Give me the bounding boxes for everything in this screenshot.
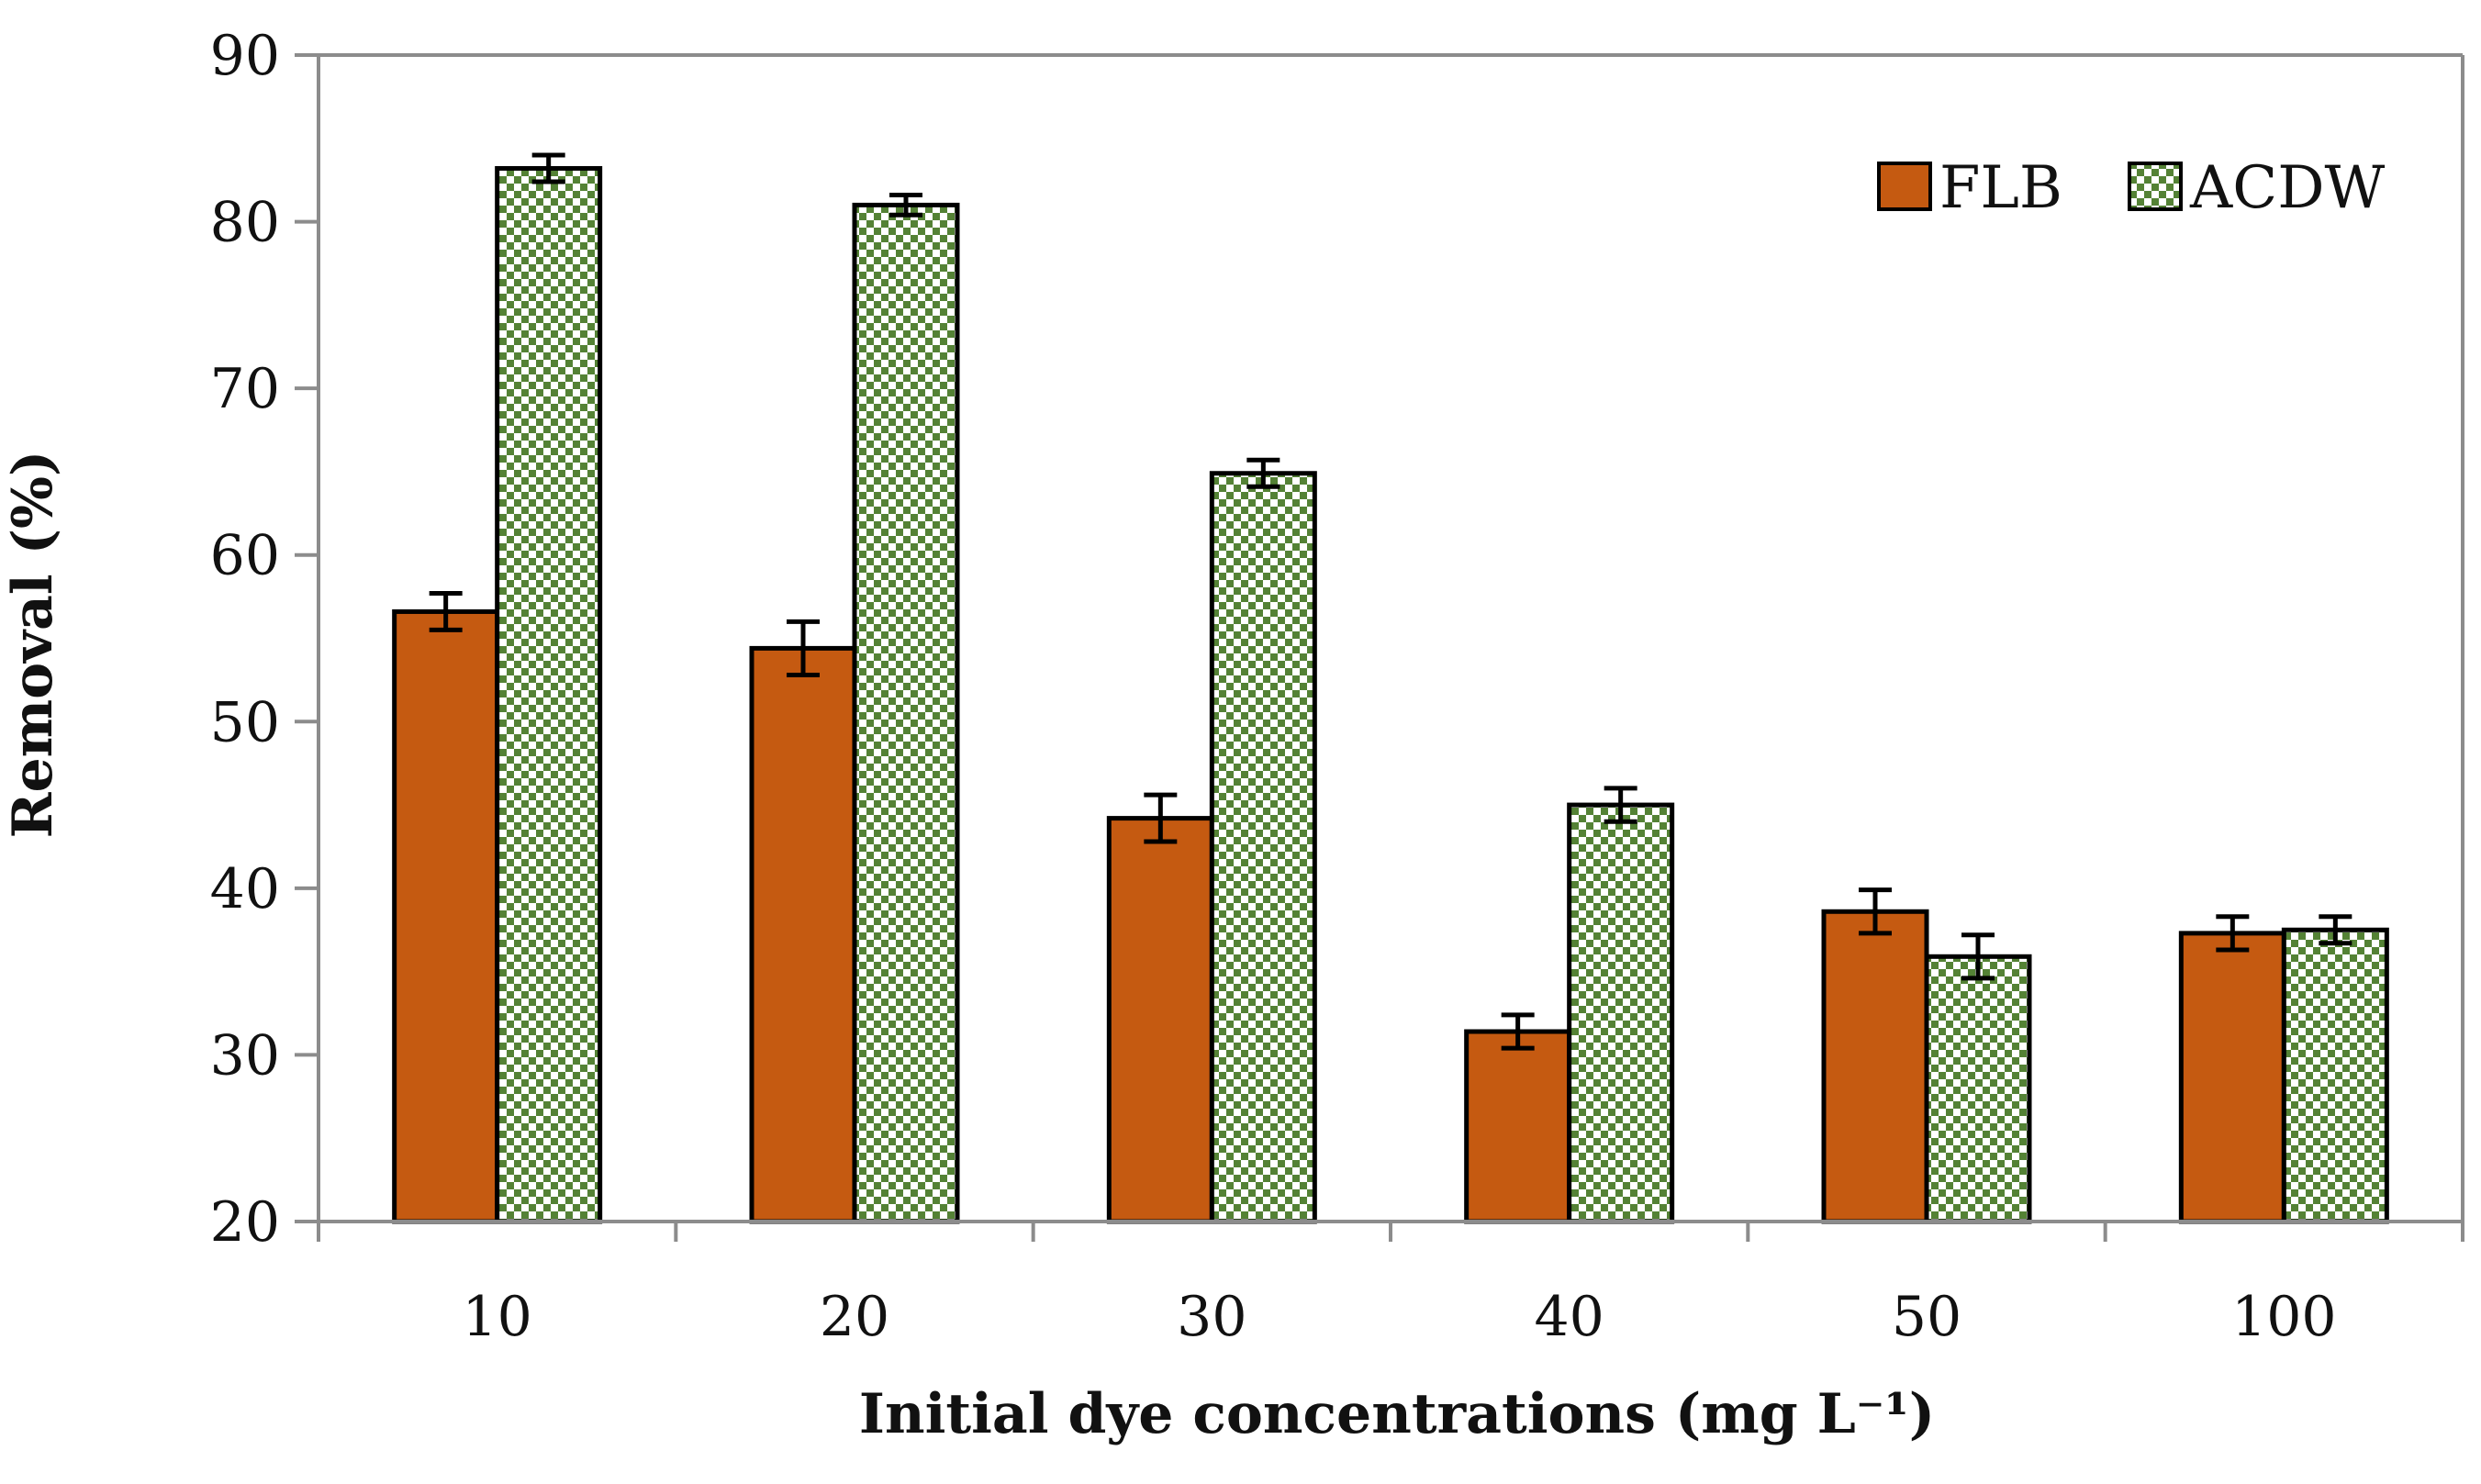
y-axis-title: Removal (%) [1,451,65,839]
error-bar-flb-50 [1859,887,1892,936]
bar-acdw-50 [1924,954,2032,1224]
bar-flb-50 [1821,909,1929,1224]
bar-flb-30 [1106,816,1214,1224]
legend-swatch-flb [1877,162,1932,211]
legend: FLB ACDW [1877,154,2386,222]
y-tick-label: 70 [210,357,280,421]
x-tick-label: 100 [2231,1285,2337,1349]
x-tick-label: 20 [820,1285,889,1349]
y-tick-label: 90 [210,24,280,88]
bar-acdw-30 [1209,471,1317,1224]
legend-label-acdw: ACDW [2189,154,2386,222]
bar-flb-100 [2178,931,2286,1224]
error-bar-flb-20 [787,619,820,677]
legend-label-flb: FLB [1939,154,2062,222]
x-tick-label: 50 [1892,1285,1961,1349]
error-bar-flb-40 [1501,1012,1535,1051]
y-tick-label: 80 [210,191,280,255]
y-tick-label: 20 [210,1190,280,1255]
error-bar-acdw-40 [1604,786,1637,824]
x-axis-title: Initial dye concentrations (mg L⁻¹) [859,1382,1935,1446]
bar-flb-20 [749,645,857,1224]
bar-flb-40 [1464,1029,1572,1224]
y-tick-label: 40 [210,857,280,921]
x-tick-label: 10 [462,1285,531,1349]
bar-acdw-40 [1567,802,1675,1224]
legend-swatch-acdw [2128,162,2183,211]
bar-acdw-20 [852,202,960,1224]
y-tick-label: 30 [210,1023,280,1088]
bar-acdw-100 [2281,927,2389,1224]
error-bar-flb-100 [2216,914,2250,953]
x-tick-label: 40 [1534,1285,1604,1349]
y-tick-label: 60 [210,524,280,588]
error-bar-flb-30 [1144,792,1178,844]
x-tick-label: 30 [1177,1285,1246,1349]
error-bar-acdw-20 [889,193,922,218]
error-bar-flb-10 [429,590,463,632]
bar-flb-10 [392,608,500,1224]
bar-acdw-10 [495,165,603,1224]
error-bar-acdw-30 [1246,457,1280,489]
y-tick-label: 50 [210,690,280,754]
error-bar-acdw-100 [2319,914,2352,946]
error-bar-acdw-10 [531,152,565,184]
error-bar-acdw-50 [1961,932,1995,981]
